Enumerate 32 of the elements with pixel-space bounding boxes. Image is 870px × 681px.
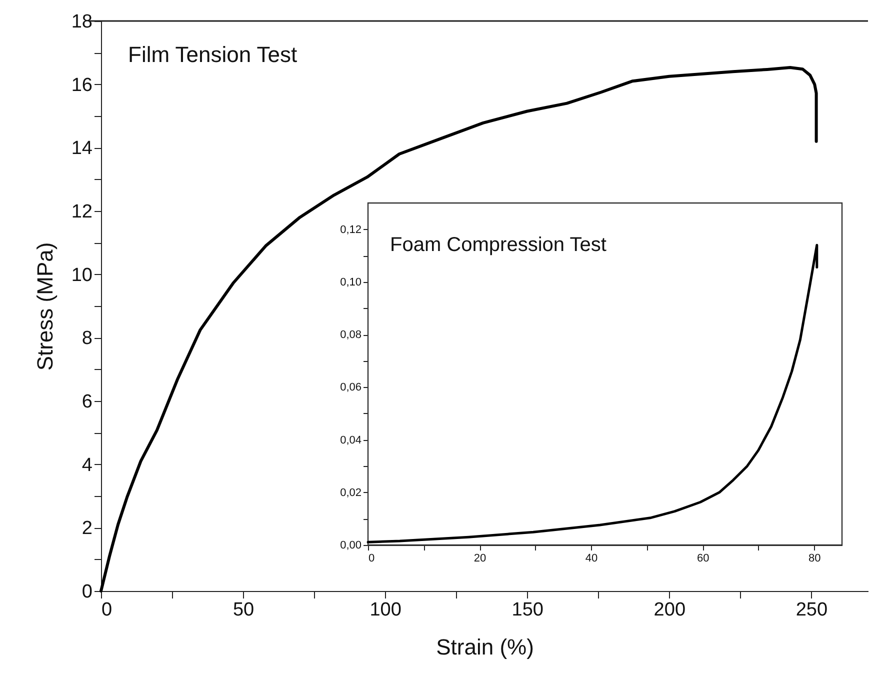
x-axis-title: Strain (%): [436, 634, 534, 660]
y-tick-label: 0,12: [340, 224, 362, 236]
y-tick-label: 8: [82, 328, 92, 350]
y-tick-label: 4: [82, 454, 93, 476]
y-axis-title: Stress (MPa): [32, 242, 58, 371]
y-tick-label: 14: [71, 138, 93, 160]
x-tick-label: 20: [474, 552, 486, 564]
x-tick-label: 200: [654, 600, 686, 620]
y-tick-label: 2: [82, 518, 92, 540]
y-tick-label: 0,02: [340, 486, 362, 499]
x-tick-label: 100: [370, 600, 402, 620]
x-tick-label: 150: [512, 600, 544, 620]
x-tick-label: 0: [368, 552, 375, 564]
text: Film Tension Test: [128, 42, 298, 67]
y-tick-label: 0,10: [340, 276, 362, 288]
y-tick-label: 0,06: [340, 382, 362, 394]
x-tick-label: 40: [585, 552, 598, 564]
x-tick-label: 60: [696, 552, 710, 564]
y-tick-label: 0,08: [340, 329, 362, 342]
y-tick-label: 0,04: [340, 434, 362, 446]
text: Foam Compression Test: [390, 234, 607, 256]
y-tick-label: 16: [71, 74, 92, 96]
x-tick-label: 50: [232, 600, 254, 620]
y-tick-label: 6: [82, 392, 92, 412]
y-tick-label: 0,00: [340, 540, 362, 552]
x-tick-label: 0: [102, 600, 112, 620]
y-tick-label: 12: [71, 202, 92, 222]
y-tick-label: 10: [71, 264, 92, 286]
x-tick-label: 250: [796, 600, 828, 620]
y-tick-label: 0: [82, 582, 92, 602]
y-tick-label: 18: [71, 12, 92, 32]
x-tick-label: 80: [808, 552, 821, 564]
